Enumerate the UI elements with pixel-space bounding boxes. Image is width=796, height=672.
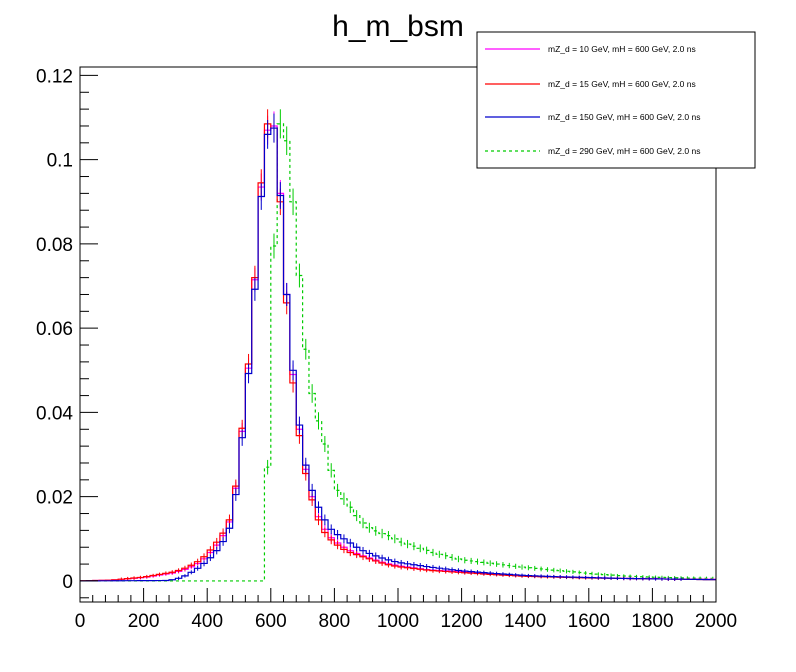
legend-label-mzd290: mZ_d = 290 GeV, mH = 600 GeV, 2.0 ns — [548, 146, 700, 156]
axis-layer: 0 200 400 600 800 1000 1200 1400 1600 1800 2000 0 0.… — [36, 66, 737, 632]
x-tick-label: 1800 — [631, 611, 673, 632]
x-tick-label: 1600 — [568, 611, 610, 632]
x-tick-label: 600 — [255, 611, 287, 632]
y-tick-label: 0.02 — [36, 488, 73, 509]
y-tick-label: 0.06 — [36, 319, 73, 340]
x-tick-label: 200 — [128, 611, 160, 632]
x-tick-label: 800 — [319, 611, 351, 632]
y-tick-label: 0 — [62, 572, 73, 593]
x-tick-label: 0 — [75, 611, 86, 632]
y-tick-label: 0.08 — [36, 235, 73, 256]
y-tick-label: 0.12 — [36, 66, 73, 87]
x-tick-label: 1000 — [377, 611, 419, 632]
series-3 — [80, 109, 716, 582]
legend-label-mzd15: mZ_d = 15 GeV, mH = 600 GeV, 2.0 ns — [548, 79, 696, 89]
x-tick-label: 1200 — [440, 611, 482, 632]
legend-box — [476, 31, 756, 169]
legend-label-mzd150: mZ_d = 150 GeV, mH = 600 GeV, 2.0 ns — [548, 112, 700, 122]
y-tick-label: 0.04 — [36, 403, 73, 424]
legend: mZ_d = 10 GeV, mH = 600 GeV, 2.0 ns mZ_d… — [476, 31, 756, 169]
x-tick-label: 2000 — [695, 611, 737, 632]
y-tick-label: 0.1 — [47, 151, 73, 172]
x-tick-label: 400 — [191, 611, 223, 632]
legend-label-mzd10: mZ_d = 10 GeV, mH = 600 GeV, 2.0 ns — [548, 44, 696, 54]
x-tick-label: 1400 — [504, 611, 546, 632]
series-line — [80, 127, 716, 582]
series-2 — [80, 113, 716, 582]
series-line — [80, 123, 716, 582]
series-layer — [80, 109, 716, 582]
chart-title: h_m_bsm — [332, 10, 464, 43]
